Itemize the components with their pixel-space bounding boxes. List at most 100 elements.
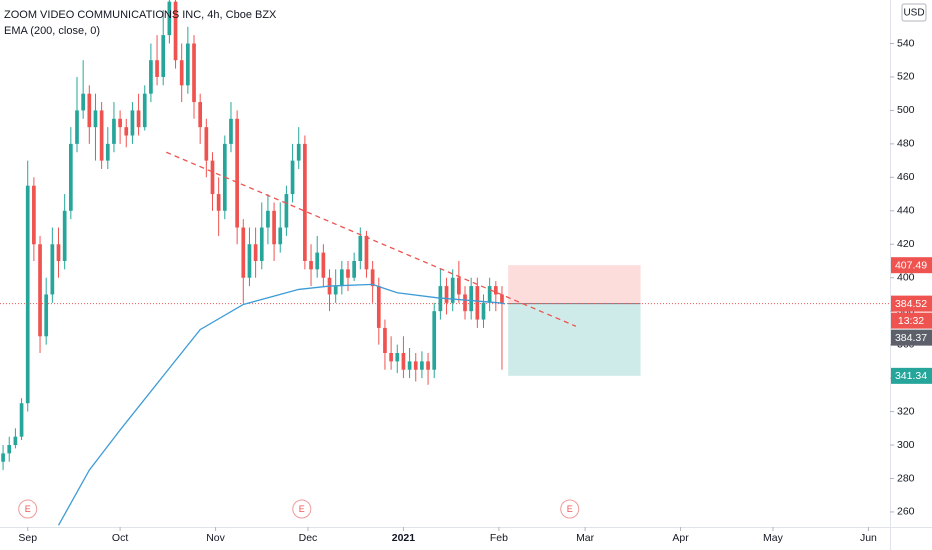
candle-body xyxy=(370,269,375,287)
x-tick-label: Dec xyxy=(299,532,318,544)
y-tick-label: 280 xyxy=(897,472,915,484)
candle-body xyxy=(192,43,196,103)
y-tick-label: 460 xyxy=(897,171,915,183)
candle-body xyxy=(290,160,295,195)
x-tick-label: Jun xyxy=(860,532,877,544)
candle-body xyxy=(99,110,104,161)
y-tick-label: 300 xyxy=(897,439,915,451)
candle-body xyxy=(493,286,498,295)
currency-box[interactable] xyxy=(901,3,927,22)
y-tick-label: 520 xyxy=(897,71,915,83)
candle-body xyxy=(50,244,55,295)
candle-body xyxy=(303,143,307,261)
candle-body xyxy=(75,110,79,144)
candle-body xyxy=(44,294,49,337)
candle-body xyxy=(173,1,178,61)
entry-label-box xyxy=(891,295,932,312)
candle-body xyxy=(25,185,30,404)
candle-body xyxy=(296,143,301,161)
candle-body xyxy=(149,60,153,94)
candle-body xyxy=(198,102,203,128)
candle-body xyxy=(259,227,264,261)
candle-body xyxy=(68,143,73,211)
candle-body xyxy=(87,93,92,128)
x-tick-label: 2021 xyxy=(392,532,416,544)
candle-body xyxy=(112,118,116,144)
candle-body xyxy=(481,302,486,320)
earnings-label: E xyxy=(25,504,31,514)
x-tick-label: Mar xyxy=(576,532,595,544)
candle-body xyxy=(7,445,12,454)
candle-body xyxy=(407,361,412,370)
candle-body xyxy=(266,210,270,228)
candle-body xyxy=(19,403,24,437)
candle-body xyxy=(56,244,61,261)
y-tick-label: 420 xyxy=(897,238,915,250)
candle-body xyxy=(500,294,504,304)
candle-body xyxy=(475,286,480,320)
candle-body xyxy=(333,286,338,295)
candle-body xyxy=(339,269,344,287)
candle-body xyxy=(309,260,313,270)
candle-body xyxy=(278,227,283,245)
target-label: 407.49 xyxy=(895,259,927,271)
candle-body xyxy=(457,277,461,295)
x-tick-label: Feb xyxy=(490,532,508,544)
earnings-marker xyxy=(560,499,580,519)
candle-body xyxy=(389,353,393,362)
y-tick-label: 480 xyxy=(897,138,915,150)
candle-body xyxy=(413,361,418,370)
candle-body xyxy=(352,260,356,278)
ema-line xyxy=(57,283,506,526)
candle-body xyxy=(315,252,320,270)
candle-body xyxy=(32,185,36,245)
candle-body xyxy=(450,277,455,303)
candle-body xyxy=(247,244,252,278)
candle-body xyxy=(487,286,492,303)
x-tick-label: May xyxy=(763,532,784,544)
earnings-label: E xyxy=(299,504,305,514)
candle-body xyxy=(204,127,209,161)
candle-body xyxy=(105,143,110,161)
x-tick-label: Apr xyxy=(672,532,689,544)
earnings-marker xyxy=(18,499,38,519)
candle-body xyxy=(229,118,233,144)
y-tick-label: 500 xyxy=(897,104,915,116)
axes: 2602803003203403603804004204404604805005… xyxy=(18,37,932,544)
candle-body xyxy=(420,361,424,370)
x-tick-label: Nov xyxy=(206,532,225,544)
candle-body xyxy=(321,252,326,278)
candle-body xyxy=(62,210,67,261)
currency[interactable]: USD xyxy=(903,8,924,19)
candle-body xyxy=(155,60,159,77)
profit-zone xyxy=(508,265,641,304)
candle-body xyxy=(469,286,474,312)
candle-body xyxy=(401,353,406,370)
candle-body xyxy=(186,43,190,86)
entry-label: 384.52 xyxy=(895,298,927,310)
candle-body xyxy=(179,60,184,86)
candle-body xyxy=(241,227,246,278)
loss-zone xyxy=(508,303,641,376)
candle-body xyxy=(216,194,221,211)
candle-body xyxy=(395,353,400,362)
candle-body xyxy=(432,311,437,370)
y-tick-label: 400 xyxy=(897,272,915,284)
candle-body xyxy=(253,244,258,261)
chart-title: ZOOM VIDEO COMMUNICATIONS INC, 4h, Cboe … xyxy=(4,9,277,21)
stop-label: 341.34 xyxy=(895,370,927,382)
candle-body xyxy=(426,361,430,370)
candle-body xyxy=(124,127,129,136)
candle-body xyxy=(161,35,166,77)
candle-body xyxy=(463,294,467,312)
candle-body xyxy=(383,327,387,354)
candle-body xyxy=(1,453,5,462)
candle-body xyxy=(13,436,18,446)
candle-body xyxy=(358,235,363,261)
y-tick-label: 440 xyxy=(897,205,915,217)
candle-body xyxy=(136,110,141,128)
x-tick-label: Sep xyxy=(18,532,37,544)
